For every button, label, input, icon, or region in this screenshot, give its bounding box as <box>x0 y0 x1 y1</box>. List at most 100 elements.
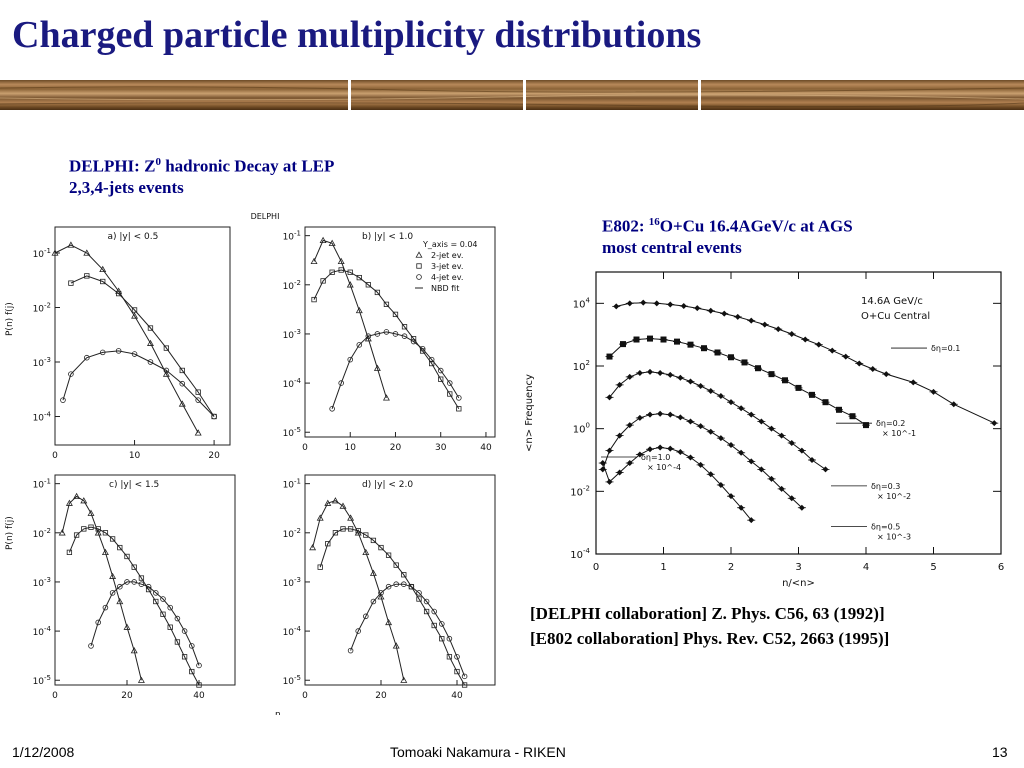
delphi-panel-a: a) |y| < 0.5 DELPHI 10-1 10-2 10-3 10-4 0 10 20 P… <box>5 212 279 461</box>
data-point <box>423 608 430 615</box>
y-tick-label: 10-4 <box>283 625 302 638</box>
data-point <box>163 367 170 374</box>
y-tick-label: 10-4 <box>283 377 302 390</box>
data-point <box>101 548 109 555</box>
y-tick-label: 10-3 <box>33 576 51 589</box>
data-point <box>428 356 435 363</box>
data-point <box>329 269 335 275</box>
data-point <box>167 624 173 630</box>
data-point <box>329 406 335 412</box>
series-square <box>317 526 468 688</box>
data-point <box>717 481 724 488</box>
data-point <box>883 371 890 378</box>
series-circle <box>60 348 217 420</box>
data-point <box>392 642 400 649</box>
data-point <box>738 504 745 511</box>
data-point <box>437 367 444 374</box>
data-point <box>347 526 354 532</box>
y-axis-label: <n> Frequency <box>524 374 535 452</box>
annotation-label: δη=0.2 <box>876 419 905 428</box>
panel-title: b) |y| < 1.0 <box>362 232 413 242</box>
data-point <box>174 615 181 622</box>
data-point <box>667 445 674 452</box>
e802-caption-line2: most central events <box>602 237 742 257</box>
data-point <box>328 239 336 246</box>
data-point <box>438 376 444 382</box>
data-point <box>778 432 785 439</box>
data-point <box>674 338 680 345</box>
data-point <box>181 628 188 634</box>
data-point <box>446 635 453 642</box>
panel-title: d) |y| < 2.0 <box>362 480 413 490</box>
fit-curve <box>319 528 466 686</box>
data-point <box>768 475 775 482</box>
data-point <box>147 359 154 365</box>
data-point <box>410 336 417 342</box>
data-point <box>109 536 116 542</box>
data-point <box>309 543 317 551</box>
legend-marker <box>416 274 422 280</box>
e802-figure: 0 1 2 3 4 5 6 104 102 100 10-2 10-4 n/<n> <n> Frequen… <box>524 271 1004 589</box>
data-point <box>809 391 815 398</box>
x-tick-label: 40 <box>193 691 205 701</box>
x-tick-label: 20 <box>390 443 402 453</box>
fit-curve <box>70 275 215 417</box>
data-point <box>355 306 363 314</box>
data-point <box>116 597 124 605</box>
data-point <box>115 290 122 297</box>
data-point <box>677 374 684 381</box>
data-point <box>419 345 426 352</box>
x-tick-label: 0 <box>593 562 599 573</box>
series-deta-3 <box>598 410 806 511</box>
data-point <box>461 673 468 680</box>
legend-entry: 3-jet ev. <box>431 262 463 271</box>
data-point <box>211 413 217 420</box>
data-point <box>616 469 623 476</box>
data-point <box>324 499 332 506</box>
y-tick-label: 10-4 <box>570 547 590 561</box>
data-point <box>369 569 377 576</box>
data-point <box>842 353 849 360</box>
data-point <box>429 360 435 367</box>
fit-curve <box>68 526 200 686</box>
data-point <box>370 537 377 544</box>
data-point <box>653 300 660 307</box>
series-deta-4 <box>598 444 756 524</box>
delphi-panel-c: c) |y| < 1.5 10-1 10-2 10-3 10-4 10-50 20 40 P(n… <box>5 474 236 701</box>
data-point <box>400 676 408 683</box>
data-point <box>87 509 95 516</box>
data-point <box>130 647 138 654</box>
fit-curve <box>61 495 142 681</box>
data-point <box>94 529 102 536</box>
data-point <box>131 564 137 570</box>
delphi-caption-line2: 2,3,4-jets events <box>69 177 184 197</box>
y-tick-label: 10-2 <box>570 484 590 498</box>
data-point <box>599 466 606 473</box>
data-point <box>124 553 130 560</box>
data-point <box>446 380 453 386</box>
data-point <box>146 339 154 346</box>
data-point <box>795 384 802 391</box>
data-point <box>310 257 318 264</box>
data-point <box>51 249 59 256</box>
data-point <box>728 354 734 361</box>
data-point <box>385 583 392 590</box>
data-point <box>423 598 430 605</box>
data-point <box>338 267 344 273</box>
data-point <box>95 526 101 532</box>
data-point <box>393 562 399 568</box>
panel-frame <box>304 474 496 686</box>
data-point <box>910 379 917 386</box>
data-point <box>347 647 354 654</box>
reference-e802: [E802 collaboration] Phys. Rev. C52, 266… <box>530 629 890 648</box>
data-point <box>378 544 384 551</box>
fit-curve <box>54 244 199 434</box>
data-point <box>178 400 186 407</box>
data-point <box>606 478 613 485</box>
e802-caption: E802: 16O+Cu 16.4AGeV/c at AGS most cent… <box>602 212 853 258</box>
data-point <box>613 303 620 310</box>
x-tick-label: 40 <box>480 443 492 453</box>
panel-title: c) |y| < 1.5 <box>109 480 159 490</box>
fit-curve <box>312 500 405 681</box>
